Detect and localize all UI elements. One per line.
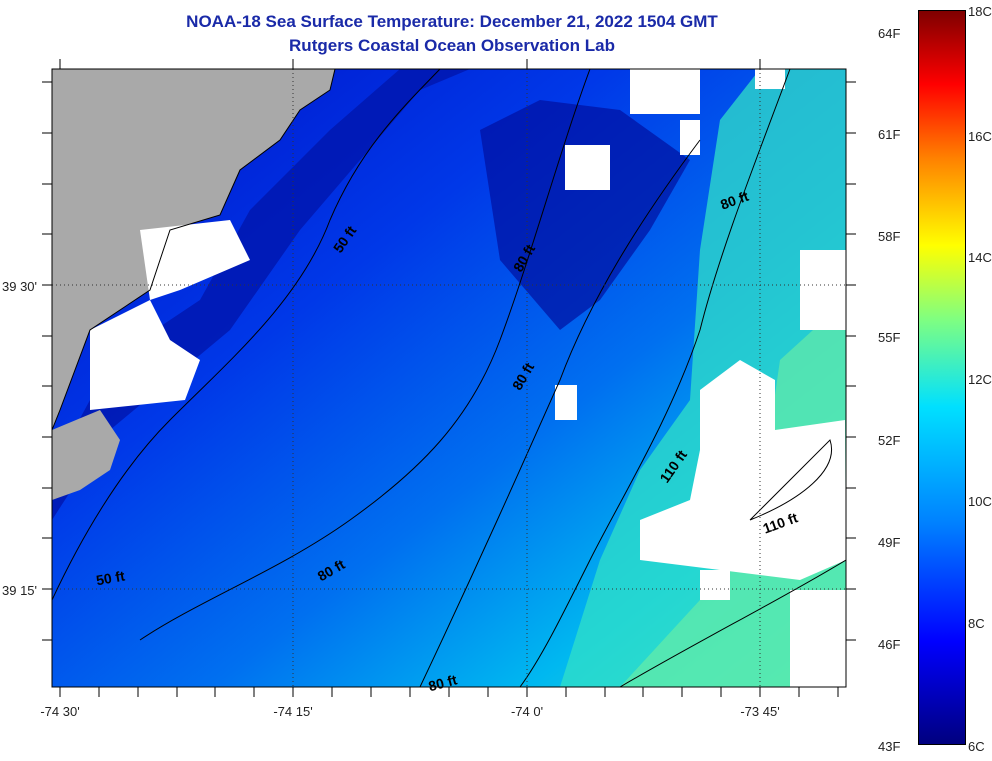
cloud-patch: [700, 570, 730, 600]
latitude-label: 39 30': [2, 279, 38, 294]
warm-offshore-water-2: [620, 300, 846, 687]
fahrenheit-tick: 64F: [878, 26, 901, 41]
cloud-patch: [565, 145, 610, 190]
cold-core: [480, 100, 690, 330]
fahrenheit-tick: 55F: [878, 330, 901, 345]
fahrenheit-tick: 58F: [878, 229, 901, 244]
cloud-patch: [630, 69, 700, 114]
fahrenheit-tick: 43F: [878, 739, 901, 754]
longitude-label: -74 0': [510, 704, 544, 719]
celsius-tick: 18C: [968, 4, 992, 19]
longitude-label: -74 30': [40, 704, 80, 719]
longitude-label: -73 45': [740, 704, 780, 719]
latitude-label: 39 15': [2, 583, 38, 598]
frame-ticks: [42, 59, 856, 697]
fahrenheit-tick: 49F: [878, 535, 901, 550]
map-title: NOAA-18 Sea Surface Temperature: Decembe…: [186, 12, 718, 31]
celsius-tick: 6C: [968, 739, 985, 754]
cloud-area-offshore: [640, 360, 846, 580]
isobath-110ft: [519, 69, 791, 687]
land-mass: [52, 69, 335, 430]
cloud-patch: [680, 120, 700, 155]
fahrenheit-tick: 46F: [878, 637, 901, 652]
isobath-50ft: [52, 69, 441, 601]
cloud-patch: [755, 69, 785, 89]
coastline: [52, 69, 336, 431]
fahrenheit-tick: 52F: [878, 433, 901, 448]
map-subtitle: Rutgers Coastal Ocean Observation Lab: [289, 36, 615, 55]
cloud-patch: [800, 250, 846, 330]
celsius-tick: 8C: [968, 616, 985, 631]
land-mass-south: [52, 410, 120, 500]
celsius-tick: 16C: [968, 129, 992, 144]
isobath-110ft-b: [749, 439, 832, 521]
temperature-colorbar: [918, 10, 966, 745]
isobath-80ft-b: [419, 139, 701, 687]
cloud-area-coast: [90, 220, 250, 410]
fahrenheit-tick: 61F: [878, 127, 901, 142]
celsius-tick: 10C: [968, 494, 992, 509]
cloud-patch: [555, 385, 577, 420]
longitude-label: -74 15': [273, 704, 313, 719]
contour-label: 80 ft: [427, 671, 459, 694]
contour-label: 50 ft: [95, 567, 126, 588]
graticule: [52, 69, 846, 687]
celsius-tick: 12C: [968, 372, 992, 387]
isobath-80ft: [139, 69, 591, 641]
cloud-patch: [790, 590, 846, 687]
isobath-80ft-c: [619, 559, 846, 687]
celsius-tick: 14C: [968, 250, 992, 265]
